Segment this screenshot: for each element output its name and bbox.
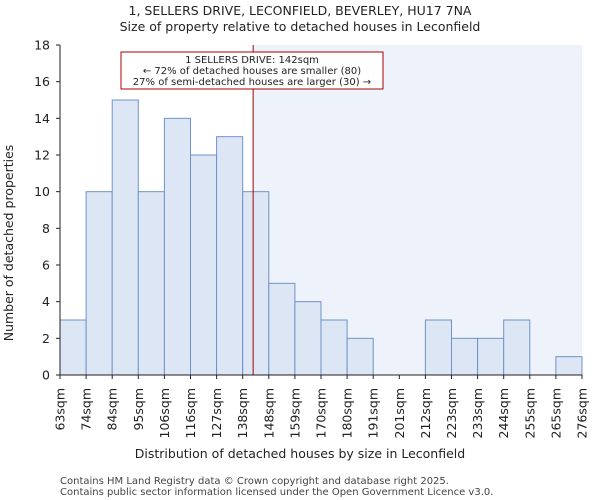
bar-159sqm: [294, 301, 322, 376]
x-tick-label: 244sqm: [496, 388, 511, 438]
chart-subtitle: Size of property relative to detached ho…: [120, 19, 481, 34]
x-axis-ticks: 63sqm 74sqm 84sqm 95sqm 106sqm 116sqm 127sqm 13…: [53, 375, 590, 438]
bar-148sqm: [268, 282, 296, 376]
footer-line-2: Contains public sector information licen…: [60, 487, 493, 498]
bars-group: [59, 99, 583, 376]
bar-223sqm: [451, 337, 479, 376]
footer-line-1: Contains HM Land Registry data © Crown c…: [60, 476, 449, 487]
bar-116sqm: [190, 154, 218, 376]
chart-title: 1, SELLERS DRIVE, LECONFIELD, BEVERLEY, …: [129, 3, 472, 18]
x-tick-label: 116sqm: [183, 388, 198, 438]
bar-212sqm: [424, 319, 452, 376]
x-tick-label: 95sqm: [131, 388, 146, 431]
y-axis-ticks: 0 2 4 6 8 10 12 14 16 18: [34, 38, 60, 383]
x-tick-label: 201sqm: [392, 388, 407, 438]
x-tick-label: 276sqm: [575, 388, 590, 438]
annotation-larger: 27% of semi-detached houses are larger (…: [133, 77, 371, 88]
x-tick-label: 148sqm: [261, 388, 276, 438]
x-tick-label: 180sqm: [340, 388, 355, 438]
x-tick-label: 255sqm: [522, 388, 537, 438]
bar-127sqm: [216, 136, 244, 376]
y-tick-label: 0: [42, 368, 50, 383]
x-tick-label: 84sqm: [105, 388, 120, 431]
y-tick-label: 4: [42, 294, 50, 309]
bar-233sqm: [477, 337, 505, 376]
annotation-box: [120, 51, 384, 90]
x-tick-label: 170sqm: [314, 388, 329, 438]
bar-95sqm: [137, 191, 165, 376]
y-tick-label: 2: [42, 331, 50, 346]
x-tick-label: 233sqm: [470, 388, 485, 438]
bar-138sqm: [242, 191, 270, 376]
x-tick-label: 265sqm: [548, 388, 563, 438]
annotation-title: 1 SELLERS DRIVE: 142sqm: [185, 55, 319, 66]
bar-244sqm: [503, 319, 531, 376]
x-tick-label: 106sqm: [157, 388, 172, 438]
bar-180sqm: [346, 337, 374, 376]
bar-74sqm: [85, 191, 113, 376]
x-tick-label: 127sqm: [209, 388, 224, 438]
x-tick-label: 159sqm: [287, 388, 302, 438]
bar-265sqm: [555, 356, 583, 376]
y-tick-label: 6: [42, 258, 50, 273]
y-tick-label: 8: [42, 221, 50, 236]
annotation-smaller: ← 72% of detached houses are smaller (80…: [143, 66, 361, 77]
bar-63sqm: [59, 319, 87, 376]
y-tick-label: 12: [34, 148, 50, 163]
x-axis-label: Distribution of detached houses by size …: [135, 446, 465, 461]
x-tick-label: 63sqm: [53, 388, 68, 431]
x-tick-label: 74sqm: [79, 388, 94, 431]
x-tick-label: 191sqm: [366, 388, 381, 438]
y-tick-label: 14: [34, 111, 50, 126]
bar-170sqm: [320, 319, 348, 376]
y-tick-label: 18: [34, 38, 50, 53]
bar-106sqm: [163, 117, 191, 376]
x-tick-label: 138sqm: [235, 388, 250, 438]
y-tick-label: 10: [34, 184, 50, 199]
y-tick-label: 16: [34, 74, 50, 89]
x-tick-label: 223sqm: [444, 388, 459, 438]
bar-84sqm: [111, 99, 139, 376]
y-axis-label: Number of detached properties: [1, 145, 16, 342]
x-tick-label: 212sqm: [418, 388, 433, 438]
